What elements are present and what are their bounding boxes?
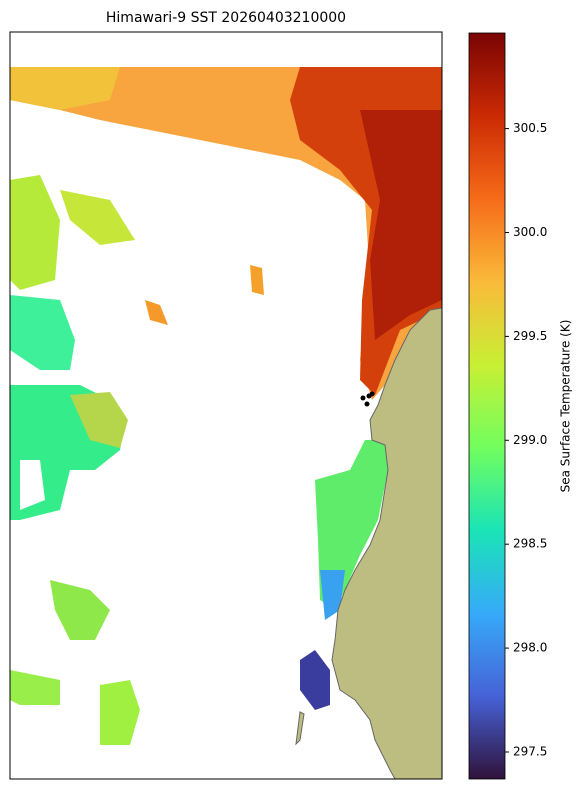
colorbar (468, 32, 506, 780)
colorbar-tick-label: 298.5 (513, 537, 547, 551)
colorbar-label: Sea Surface Temperature (K) (559, 320, 573, 493)
colorbar-tick-label: 300.0 (513, 225, 547, 239)
colorbar-tick-label: 298.0 (513, 641, 547, 655)
colorbar-tick-label: 299.0 (513, 433, 547, 447)
sst-field (10, 67, 442, 779)
colorbar-tick-label: 297.5 (513, 744, 547, 758)
colorbar-tick-label: 299.5 (513, 329, 547, 343)
map-frame (9, 31, 443, 780)
colorbar-tick-label: 300.5 (513, 121, 547, 135)
chart-title: Himawari-9 SST 20260403210000 (106, 10, 346, 26)
